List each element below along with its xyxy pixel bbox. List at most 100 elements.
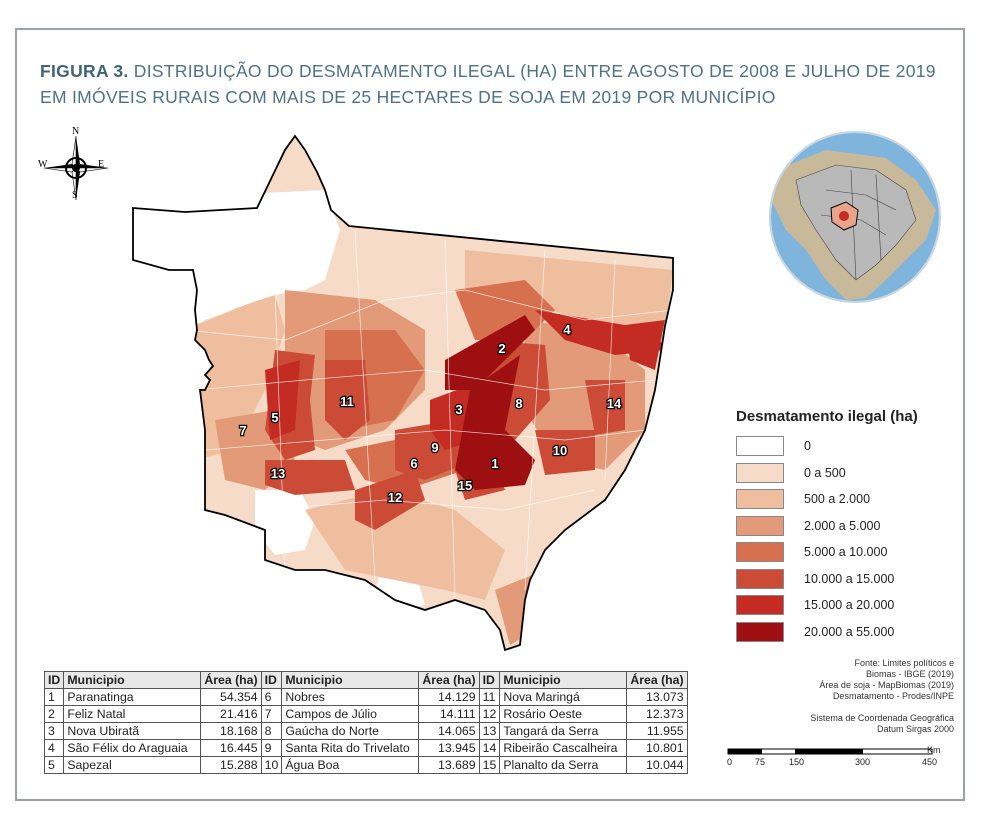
cell-area: 14.111	[418, 705, 480, 723]
municipio-table: ID Municipio Área (ha) ID Municipio Área…	[43, 671, 688, 774]
col-header-area: Área (ha)	[418, 671, 480, 689]
cell-id: 14	[478, 739, 501, 757]
municipio-5-area	[265, 360, 300, 440]
legend-swatch	[736, 515, 784, 536]
figure-label: FIGURA 3.	[40, 61, 129, 81]
cell-area: 13.073	[626, 688, 688, 706]
map-label-14: 14	[607, 396, 622, 411]
compass-s: S	[72, 190, 78, 201]
legend-title: Desmatamento ilegal (ha)	[736, 408, 918, 425]
table-header-row: ID Municipio Área (ha) ID Municipio Área…	[43, 671, 688, 689]
legend-label: 0 a 500	[804, 465, 846, 480]
cell-municipio: Nova Ubiratã	[63, 722, 202, 740]
cell-id: 8	[260, 722, 283, 740]
map-label-9: 9	[431, 440, 438, 455]
cell-municipio: Planalto da Serra	[499, 756, 628, 774]
cell-id: 7	[260, 705, 283, 723]
source-line: Desmatamento - Prodes/INPE	[832, 691, 954, 701]
scale-tick: 150	[789, 757, 805, 767]
compass-w: W	[38, 159, 48, 170]
scale-tick: 75	[755, 757, 766, 767]
legend-label: 15.000 a 20.000	[804, 598, 895, 613]
legend-label: 10.000 a 15.000	[804, 571, 895, 586]
legend-swatch	[736, 568, 784, 589]
cell-id: 11	[478, 688, 501, 706]
cell-area: 18.168	[200, 722, 262, 740]
compass-icon	[43, 135, 109, 201]
municipio-4b-area	[625, 320, 665, 370]
col-header-area: Área (ha)	[626, 671, 688, 689]
municipio-12-area	[355, 470, 425, 530]
cell-area: 13.689	[418, 756, 480, 774]
municipio-1-area	[455, 355, 535, 490]
cell-municipio: Ribeirão Cascalheira	[499, 739, 628, 757]
legend-label: 5.000 a 10.000	[804, 545, 888, 560]
legend-swatch	[736, 621, 784, 642]
cell-area: 14.129	[418, 688, 480, 706]
cell-id: 2	[43, 705, 65, 723]
figure-title: FIGURA 3. DISTRIBUIÇÃO DO DESMATAMENTO I…	[40, 58, 940, 110]
state-border	[132, 134, 674, 652]
map-label-6: 6	[410, 456, 417, 471]
table-row: 5 Sapezal 15.288 10 Água Boa 13.689 15 Planalto…	[43, 756, 688, 774]
table-row: 2 Feliz Natal 21.416 7 Campos de Júlio 14.111…	[43, 705, 688, 723]
cell-municipio: Campos de Júlio	[281, 705, 420, 723]
map-label-5: 5	[271, 410, 278, 425]
cell-area: 21.416	[200, 705, 262, 723]
legend-label: 2.000 a 5.000	[804, 518, 881, 533]
legend-item: 2.000 a 5.000	[736, 513, 956, 540]
region-class-2a	[185, 295, 285, 460]
legend: Desmatamento ilegal (ha) 0 0 a 500 500 a 2…	[736, 408, 956, 645]
table-row: 1 Paranatinga 54.354 6 Nobres 14.129 11 Nova Ma…	[43, 688, 688, 706]
col-header-area: Área (ha)	[200, 671, 262, 689]
map-label-10: 10	[553, 443, 567, 458]
map-label-3: 3	[455, 402, 462, 417]
cell-area: 16.445	[200, 739, 262, 757]
cell-municipio: Gaúcha do Norte	[281, 722, 420, 740]
compass-rose: N S E W	[36, 126, 116, 208]
cell-area: 10.044	[626, 756, 688, 774]
legend-label: 0	[804, 439, 811, 454]
cell-area: 10.801	[626, 739, 688, 757]
cell-area: 15.288	[200, 756, 262, 774]
map-label-15: 15	[458, 478, 472, 493]
cell-id: 6	[260, 688, 283, 706]
legend-item: 500 a 2.000	[736, 486, 956, 513]
scale-bar: Km 0 75 150 300 450	[727, 745, 959, 769]
source-line: Área de soja - MapBiomas (2019)	[819, 680, 954, 690]
legend-swatch	[736, 542, 784, 563]
col-header-municipio: Municipio	[63, 671, 202, 689]
legend-label: 20.000 a 55.000	[804, 624, 895, 639]
source-line: Fonte: Limites políticos e	[854, 658, 954, 668]
cell-municipio: Tangará da Serra	[499, 722, 628, 740]
cell-id: 1	[43, 688, 65, 706]
cell-municipio: Água Boa	[281, 756, 420, 774]
cell-id: 4	[43, 739, 65, 757]
legend-label: 500 a 2.000	[804, 492, 871, 507]
cell-municipio: Santa Rita do Trivelato	[281, 739, 420, 757]
cell-municipio: Feliz Natal	[63, 705, 202, 723]
cell-municipio: Rosário Oeste	[499, 705, 628, 723]
legend-item: 5.000 a 10.000	[736, 539, 956, 566]
scale-tick: 300	[855, 757, 871, 767]
col-header-id: ID	[43, 671, 65, 689]
cell-id: 10	[260, 756, 283, 774]
table-row: 3 Nova Ubiratã 18.168 8 Gaúcha do Norte 14.06…	[43, 722, 688, 740]
source-line: Biomas - IBGE (2019)	[865, 669, 954, 679]
cell-area: 12.373	[626, 705, 688, 723]
cell-municipio: Sapezal	[63, 756, 202, 774]
legend-item: 15.000 a 20.000	[736, 592, 956, 619]
source-notes: Fonte: Limites políticos e Biomas - IBGE…	[740, 658, 954, 735]
cell-area: 54.354	[200, 688, 262, 706]
map-label-8: 8	[515, 396, 522, 411]
cell-area: 14.065	[418, 722, 480, 740]
legend-swatch	[736, 462, 784, 483]
cell-municipio: Nobres	[281, 688, 420, 706]
table-row: 4 São Félix do Araguaia 16.445 9 Santa Rita …	[43, 739, 688, 757]
legend-item: 0	[736, 433, 956, 460]
cell-municipio: São Félix do Araguaia	[63, 739, 202, 757]
legend-swatch	[736, 595, 784, 616]
figure-frame	[15, 28, 965, 801]
cell-area: 13.945	[418, 739, 480, 757]
